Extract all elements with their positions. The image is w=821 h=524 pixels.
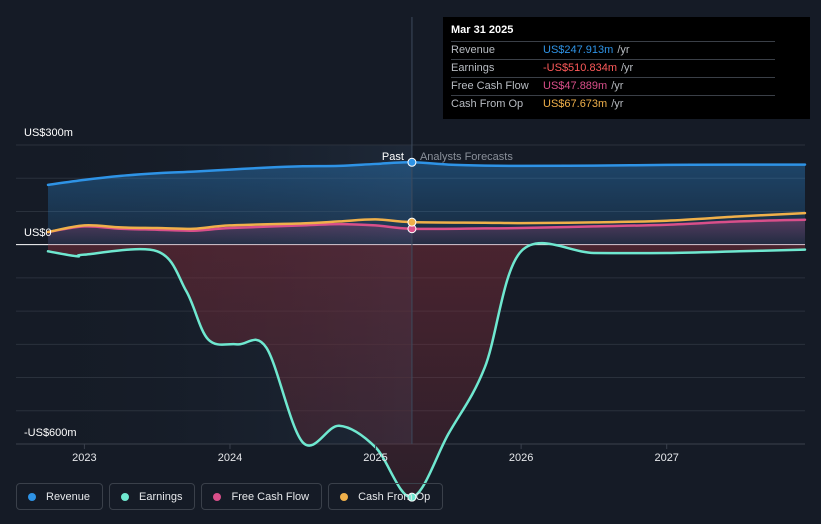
tooltip-row-label: Cash From Op [451,98,524,110]
revenue-dot-icon [28,492,36,501]
tooltip-row-unit: /yr [617,44,630,56]
legend-label: Earnings [139,490,183,503]
earnings-area [48,243,805,498]
x-tick-label: 2026 [509,452,533,464]
tooltip-row-label: Earnings [451,62,495,74]
forecast-label: Analysts Forecasts [420,151,513,163]
legend-label: Cash From Op [358,490,431,503]
tooltip-row-unit: /yr [621,62,634,74]
tooltip-row-free-cash-flow: Free Cash Flow US$47.889m /yr [451,77,775,95]
tooltip-row-unit: /yr [611,98,624,110]
revenue-line [46,161,807,187]
tooltip-row-earnings: Earnings -US$510.834m /yr [451,59,775,77]
legend-label: Free Cash Flow [231,490,310,503]
tooltip-row-value: US$247.913m [543,44,614,56]
y-axis-bottom-label: -US$600m [24,427,77,439]
tooltip-row-cash-from-op: Cash From Op US$67.673m /yr [451,95,775,113]
past-label: Past [382,151,404,163]
cash-from-op-line [46,211,807,234]
revenue-marker [407,157,417,167]
legend-item-free-cash-flow[interactable]: Free Cash Flow [201,483,323,510]
x-tick-label: 2027 [654,452,678,464]
legend-item-earnings[interactable]: Earnings [109,483,196,510]
tooltip-row-value: -US$510.834m [543,62,617,74]
tooltip: Mar 31 2025 Revenue US$247.913m /yr Earn… [443,17,810,119]
y-axis-zero-label: US$0 [24,227,52,239]
tooltip-row-value: US$47.889m [543,80,608,92]
x-tick-label: 2024 [218,452,242,464]
x-tick-label: 2025 [363,452,387,464]
earnings-dot-icon [121,492,130,501]
x-tick-label: 2023 [72,452,96,464]
cash-from-op-dot-icon [340,492,349,501]
legend: Revenue Earnings Free Cash Flow Cash Fro… [16,483,444,510]
free-cash-flow-line [46,218,807,234]
legend-item-cash-from-op[interactable]: Cash From Op [328,483,444,510]
x-axis-ticks: 2023 2024 2025 2026 2027 [72,444,679,464]
tooltip-date: Mar 31 2025 [451,24,514,36]
y-axis-top-label: US$300m [24,127,73,139]
tooltip-row-unit: /yr [611,80,624,92]
legend-item-revenue[interactable]: Revenue [16,483,104,510]
tooltip-row-revenue: Revenue US$247.913m /yr [451,41,775,59]
tooltip-row-label: Free Cash Flow [451,80,529,92]
earnings-marker [407,492,417,502]
earnings-line [46,241,807,499]
tooltip-row-value: US$67.673m [543,98,608,110]
hover-markers [407,157,417,502]
cash-from-op-marker [407,217,417,227]
series-lines [46,161,807,499]
legend-label: Revenue [46,490,91,503]
free-cash-flow-dot-icon [213,492,222,501]
tooltip-row-label: Revenue [451,44,496,56]
